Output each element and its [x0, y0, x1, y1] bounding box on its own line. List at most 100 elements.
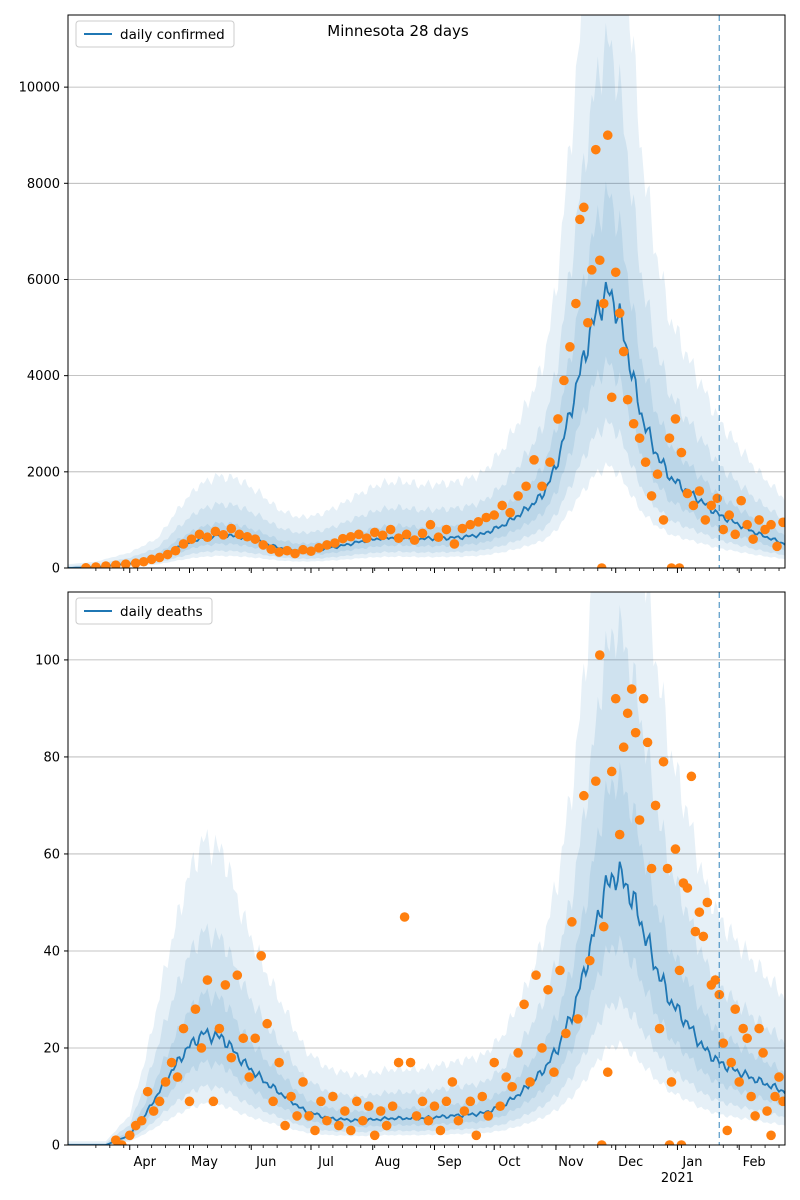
observed-point	[746, 1091, 756, 1102]
observed-point	[650, 800, 661, 811]
observed-point	[304, 1111, 314, 1121]
observed-point	[465, 519, 476, 530]
observed-point	[194, 529, 205, 540]
observed-point	[561, 1028, 571, 1039]
observed-point	[700, 515, 711, 525]
observed-point	[658, 756, 669, 767]
observed-point	[622, 394, 633, 405]
observed-point	[91, 562, 101, 568]
observed-point	[477, 1091, 488, 1102]
observed-point	[766, 1130, 776, 1141]
observed-point	[614, 829, 625, 840]
observed-point	[244, 1072, 255, 1082]
observed-point	[497, 500, 507, 511]
x-year-label: 2021	[661, 1171, 694, 1186]
observed-point	[210, 526, 221, 537]
observed-point	[754, 1023, 764, 1034]
observed-point	[531, 970, 541, 981]
observed-point	[160, 1077, 171, 1087]
observed-point	[387, 1101, 398, 1111]
observed-point	[778, 517, 785, 528]
observed-point	[361, 533, 372, 543]
x-tick-label: Jul	[317, 1155, 334, 1170]
observed-point	[298, 544, 308, 555]
observed-point	[553, 414, 563, 424]
y-tick-label: 8000	[27, 177, 60, 192]
observed-point	[322, 540, 332, 550]
y-tick-label: 60	[43, 847, 60, 862]
observed-point	[441, 1096, 452, 1107]
legend-box	[75, 597, 213, 625]
chart-title: Minnesota 28 days	[327, 22, 469, 40]
observed-point	[594, 650, 605, 660]
observed-point	[184, 1096, 195, 1107]
observed-point	[630, 727, 641, 738]
observed-point	[375, 1106, 386, 1116]
observed-point	[766, 519, 776, 530]
observed-point	[423, 1115, 434, 1126]
observed-point	[646, 863, 657, 874]
panel-daily-confirmed: 0 2000 4000 6000 8000 10000 daily confirmed M…	[19, 14, 786, 577]
observed-point	[280, 1120, 290, 1131]
observed-point	[282, 545, 292, 556]
observed-point	[178, 539, 189, 549]
uncertainty-band-2	[68, 181, 785, 568]
observed-point	[417, 528, 428, 539]
observed-point	[268, 1096, 278, 1107]
observed-point	[724, 510, 735, 520]
observed-point	[334, 1120, 344, 1131]
observed-point	[748, 534, 758, 544]
observed-point	[567, 917, 577, 927]
observed-point	[232, 970, 243, 981]
observed-point	[573, 1014, 583, 1024]
observed-point	[411, 1111, 422, 1121]
y-tick-label: 100	[35, 653, 60, 668]
observed-point	[190, 1004, 201, 1014]
observed-point	[250, 1033, 261, 1044]
observed-point	[529, 455, 539, 465]
observed-point	[682, 488, 693, 499]
uncertainty-band-1	[68, 22, 785, 568]
observed-point	[606, 392, 617, 403]
legend-box	[75, 20, 235, 48]
observed-point	[590, 144, 601, 155]
observed-point	[274, 1057, 284, 1068]
observed-point	[328, 1091, 338, 1102]
y-tick-label: 10000	[19, 81, 60, 96]
observed-point	[676, 1140, 687, 1145]
observed-point	[369, 1130, 380, 1141]
observed-point	[750, 1111, 760, 1121]
observed-point	[774, 1072, 784, 1082]
observed-point	[638, 693, 649, 704]
observed-point	[214, 1023, 225, 1034]
observed-point	[521, 481, 531, 492]
observed-point	[718, 524, 729, 535]
observed-point	[710, 975, 721, 985]
observed-point	[682, 883, 693, 893]
observed-point	[565, 342, 575, 352]
observed-point	[433, 532, 444, 543]
observed-point	[730, 529, 741, 540]
observed-point	[505, 507, 515, 518]
observed-point	[590, 776, 601, 786]
observed-point	[330, 538, 340, 548]
axes-frame	[67, 591, 786, 1146]
observed-point	[234, 529, 245, 540]
observed-point	[381, 1120, 392, 1131]
x-tick-label: Nov	[558, 1155, 584, 1170]
observed-point	[449, 539, 460, 549]
observed-point	[250, 534, 261, 544]
observed-point	[81, 562, 91, 568]
observed-point	[483, 1111, 494, 1121]
observed-point	[634, 433, 645, 443]
observed-point	[736, 495, 746, 506]
observed-point	[734, 1077, 744, 1087]
observed-point	[316, 1096, 326, 1107]
observed-point	[634, 815, 645, 825]
observed-point	[353, 529, 364, 540]
x-tick-label: May	[191, 1155, 218, 1170]
observed-point	[393, 1057, 404, 1068]
observed-point	[154, 1096, 165, 1107]
observed-point	[124, 1130, 135, 1141]
